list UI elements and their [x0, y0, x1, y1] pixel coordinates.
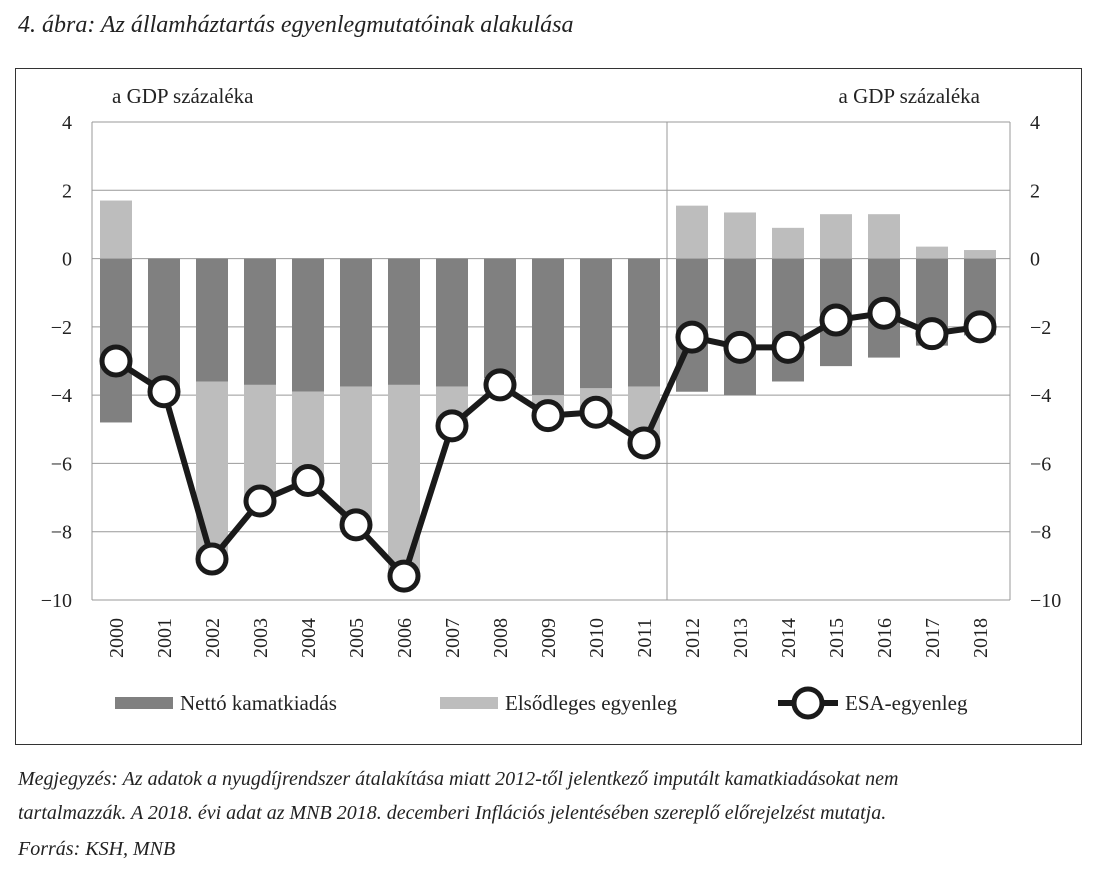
- bar-netto-kamatkiadas: [484, 258, 516, 379]
- left-tick-label: 0: [62, 249, 72, 271]
- x-tick-label: 2000: [106, 618, 128, 658]
- note-line-3: Forrás: KSH, MNB: [18, 838, 176, 860]
- point-esa-egyenleg: [195, 542, 229, 576]
- note-line-1: Megjegyzés: Az adatok a nyugdíjrendszer …: [18, 768, 899, 790]
- left-tick-label: −10: [41, 590, 72, 612]
- x-tick-label: 2005: [346, 618, 368, 658]
- bar-elsodleges-egyenleg: [196, 381, 228, 560]
- x-tick-label: 2009: [538, 618, 560, 658]
- bar-elsodleges-egyenleg: [772, 227, 804, 259]
- bar-elsodleges-egyenleg: [340, 386, 372, 524]
- bar-netto-kamatkiadas: [148, 258, 180, 392]
- bar-elsodleges-egyenleg: [244, 384, 276, 501]
- bar-elsodleges-egyenleg: [820, 214, 852, 259]
- right-tick-label: −6: [1030, 453, 1051, 475]
- x-tick-label: 2010: [586, 618, 608, 658]
- bar-netto-kamatkiadas: [436, 258, 468, 387]
- bar-netto-kamatkiadas: [340, 258, 372, 387]
- bar-netto-kamatkiadas: [388, 258, 420, 385]
- point-esa-egyenleg: [435, 409, 469, 443]
- point-esa-egyenleg: [867, 296, 901, 330]
- point-esa-egyenleg: [387, 559, 421, 593]
- bar-elsodleges-egyenleg: [676, 205, 708, 259]
- point-esa-egyenleg: [627, 426, 661, 460]
- x-tick-label: 2013: [730, 618, 752, 658]
- legend-swatch-esa-marker: [791, 686, 825, 720]
- right-tick-label: 4: [1030, 112, 1040, 134]
- bar-netto-kamatkiadas: [580, 258, 612, 389]
- x-tick-label: 2011: [634, 618, 656, 657]
- note-line-2: tartalmazzák. A 2018. évi adat az MNB 20…: [18, 802, 887, 824]
- legend-label-esa: ESA-egyenleg: [845, 691, 968, 715]
- right-tick-label: −2: [1030, 317, 1051, 339]
- point-esa-egyenleg: [819, 303, 853, 337]
- x-tick-label: 2017: [922, 618, 944, 658]
- bar-netto-kamatkiadas: [724, 258, 756, 396]
- legend-label-netto: Nettó kamatkiadás: [180, 691, 337, 715]
- left-tick-label: 2: [62, 180, 72, 202]
- bar-netto-kamatkiadas: [100, 258, 132, 423]
- x-tick-label: 2008: [490, 618, 512, 658]
- bar-netto-kamatkiadas: [532, 258, 564, 396]
- point-esa-egyenleg: [675, 320, 709, 354]
- point-esa-egyenleg: [531, 399, 565, 433]
- left-tick-label: −8: [51, 522, 72, 544]
- bar-elsodleges-egyenleg: [916, 246, 948, 259]
- bar-netto-kamatkiadas: [292, 258, 324, 392]
- point-esa-egyenleg: [291, 464, 325, 497]
- right-tick-label: −8: [1030, 522, 1051, 544]
- figure-title: 4. ábra: Az államháztartás egyenlegmutat…: [18, 12, 574, 38]
- bar-netto-kamatkiadas: [196, 258, 228, 382]
- x-tick-label: 2002: [202, 618, 224, 658]
- right-tick-label: 2: [1030, 180, 1040, 202]
- point-esa-egyenleg: [339, 508, 373, 542]
- left-axis-label: a GDP százaléka: [112, 84, 254, 108]
- point-esa-egyenleg: [915, 317, 949, 351]
- x-tick-label: 2007: [442, 618, 464, 658]
- x-tick-label: 2016: [874, 618, 896, 658]
- point-esa-egyenleg: [483, 368, 517, 402]
- right-tick-label: −10: [1030, 590, 1061, 612]
- x-tick-label: 2014: [778, 618, 800, 658]
- left-tick-label: −6: [51, 453, 72, 475]
- legend-label-elsodleges: Elsődleges egyenleg: [505, 691, 678, 715]
- x-tick-label: 2006: [394, 618, 416, 658]
- bar-netto-kamatkiadas: [628, 258, 660, 387]
- right-tick-label: 0: [1030, 249, 1040, 271]
- x-tick-label: 2003: [250, 618, 272, 658]
- x-tick-label: 2001: [154, 618, 176, 658]
- point-esa-egyenleg: [771, 330, 805, 364]
- point-esa-egyenleg: [963, 310, 997, 344]
- bar-elsodleges-egyenleg: [100, 200, 132, 259]
- left-tick-label: −4: [51, 385, 72, 407]
- point-esa-egyenleg: [579, 395, 613, 429]
- right-axis-label: a GDP százaléka: [839, 84, 981, 108]
- bar-elsodleges-egyenleg: [724, 212, 756, 259]
- legend-swatch-elsodleges: [440, 697, 498, 709]
- bar-netto-kamatkiadas: [244, 258, 276, 385]
- legend-swatch-netto: [115, 697, 173, 709]
- x-tick-label: 2018: [970, 618, 992, 658]
- bar-elsodleges-egyenleg: [868, 214, 900, 259]
- x-tick-label: 2015: [826, 618, 848, 658]
- right-tick-label: −4: [1030, 385, 1051, 407]
- point-esa-egyenleg: [243, 484, 277, 518]
- bar-elsodleges-egyenleg: [964, 250, 996, 259]
- x-tick-label: 2004: [298, 618, 320, 658]
- chart-frame: [15, 68, 1082, 745]
- x-tick-label: 2012: [682, 618, 704, 658]
- point-esa-egyenleg: [99, 344, 133, 378]
- left-tick-label: −2: [51, 317, 72, 339]
- left-tick-label: 4: [62, 112, 72, 134]
- point-esa-egyenleg: [147, 375, 181, 409]
- point-esa-egyenleg: [723, 330, 757, 364]
